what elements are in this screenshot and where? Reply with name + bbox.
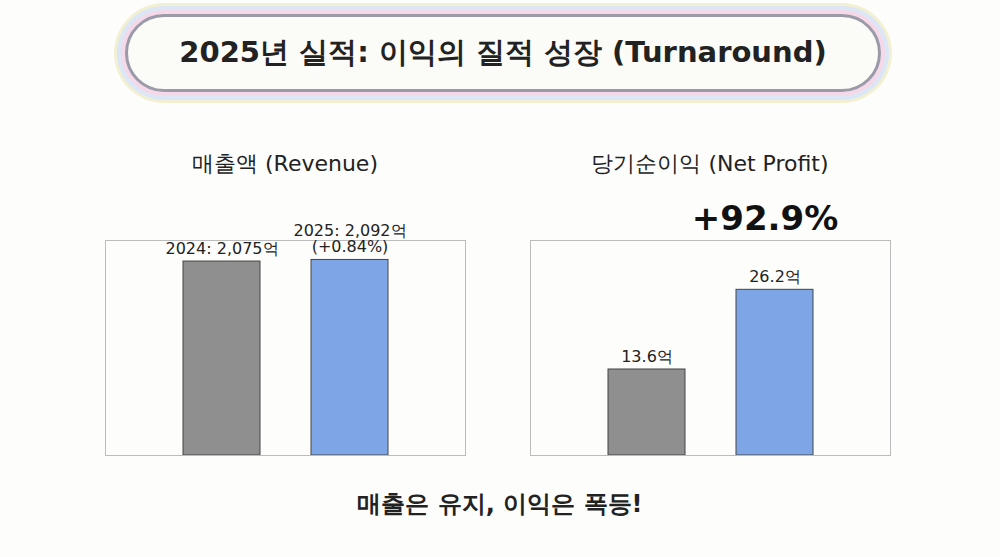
svg-text:2024: 2,075억: 2024: 2,075억	[166, 239, 279, 258]
svg-text:26.2억: 26.2억	[749, 267, 801, 286]
html-text:당기순이익 (Net Profit): 당기순이익 (Net Profit)	[591, 151, 829, 176]
svg-text:13.6억: 13.6억	[621, 347, 673, 366]
svg-text:+92.9%: +92.9%	[692, 198, 838, 238]
html-text:매출액 (Revenue): 매출액 (Revenue)	[192, 151, 378, 176]
html-text:2025년 실적: 이익의 질적 성장 (Turnaroun: 2025년 실적: 이익의 질적 성장 (Turnaround)	[179, 35, 827, 69]
svg-text:2025: 2,092억(+0.84%): 2025: 2,092억(+0.84%)	[294, 221, 407, 256]
html-text:매출은 유지, 이익은 폭등!: 매출은 유지, 이익은 폭등!	[357, 490, 643, 518]
